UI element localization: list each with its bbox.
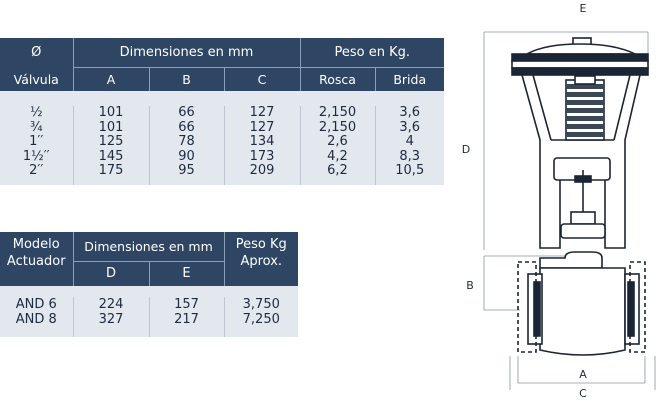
cell-a: 101 — [98, 105, 124, 120]
cell-c: 127 — [249, 105, 275, 120]
label-e: E — [580, 2, 587, 15]
cell-c: 209 — [249, 163, 275, 178]
cell-brida: 3,6 — [399, 105, 421, 120]
cell-rosca: 4,2 — [327, 148, 348, 164]
cell-rosca: 2,150 — [318, 105, 357, 120]
dimensions-header: Dimensiones en mm — [73, 38, 301, 68]
col-b: B — [149, 67, 225, 91]
cell-size: ¾ — [29, 119, 43, 135]
weight-header-line2: Aprox. — [240, 254, 283, 269]
cell-size: 1½′′ — [22, 148, 50, 164]
cell-brida: 8,3 — [399, 148, 421, 164]
weight-header: Peso Kg Aprox. — [224, 232, 298, 286]
cell-b: 78 — [178, 134, 195, 149]
table-row: ½ ¾ 1′′ 1½′′ 2′′ 101 101 125 145 175 66 … — [0, 105, 444, 185]
cell-b: 90 — [178, 148, 195, 164]
actuator-table: Modelo Actuador Dimensiones en mm Peso K… — [0, 232, 298, 337]
cell-e: 157 — [174, 297, 199, 312]
valve-drawing: E D B A C — [462, 2, 656, 400]
cell-c: 134 — [249, 134, 275, 149]
cell-b: 66 — [178, 105, 195, 120]
cell-size: 2′′ — [29, 163, 44, 178]
col-valve: Válvula — [0, 67, 74, 91]
cell-b: 95 — [178, 163, 195, 178]
cell-a: 101 — [98, 119, 124, 135]
col-d: D — [73, 261, 150, 286]
label-d: D — [462, 143, 470, 156]
cell-c: 173 — [249, 148, 275, 164]
dimension-lines — [483, 31, 656, 390]
table-row: AND 6 AND 8 224 327 157 217 3,750 7,250 — [0, 297, 298, 337]
cell-d: 327 — [98, 312, 124, 327]
cell-weight: 7,250 — [242, 312, 280, 327]
cell-brida: 3,6 — [399, 119, 421, 135]
cell-size: 1′′ — [29, 134, 44, 149]
cell-rosca: 2,150 — [318, 119, 357, 135]
cell-size: ½ — [29, 105, 43, 120]
cell-model: AND 6 — [15, 297, 57, 312]
col-model-line2: Actuador — [6, 254, 66, 269]
col-diameter: Ø — [0, 38, 74, 67]
col-model: Modelo Actuador — [0, 232, 74, 286]
cell-d: 224 — [98, 297, 124, 312]
weight-header: Peso en Kg. — [300, 38, 444, 68]
col-rosca: Rosca — [300, 67, 376, 91]
col-a: A — [73, 67, 150, 91]
cell-c: 127 — [249, 119, 275, 135]
cell-e: 217 — [174, 312, 199, 327]
cell-rosca: 6,2 — [327, 163, 348, 178]
cell-brida: 10,5 — [395, 163, 425, 178]
col-e: E — [149, 261, 225, 286]
label-a: A — [579, 368, 587, 381]
weight-header-line1: Peso Kg — [235, 237, 287, 252]
label-b: B — [466, 279, 474, 292]
cell-brida: 4 — [405, 134, 414, 149]
label-c: C — [579, 387, 587, 400]
dimensions-header: Dimensiones en mm — [73, 232, 225, 262]
flange-outline — [517, 261, 646, 353]
cell-weight: 3,750 — [242, 297, 280, 312]
valve-body — [511, 37, 649, 356]
cell-b: 66 — [178, 119, 195, 135]
col-brida: Brida — [375, 67, 444, 91]
col-model-line1: Modelo — [12, 237, 60, 252]
cell-a: 175 — [98, 163, 124, 178]
cell-rosca: 2,6 — [327, 134, 348, 149]
cell-model: AND 8 — [15, 312, 57, 327]
cell-a: 125 — [98, 134, 124, 149]
valve-dimensions-table: Ø Dimensiones en mm Peso en Kg. Válvula … — [0, 38, 444, 185]
col-c: C — [224, 67, 301, 91]
cell-a: 145 — [98, 148, 124, 164]
